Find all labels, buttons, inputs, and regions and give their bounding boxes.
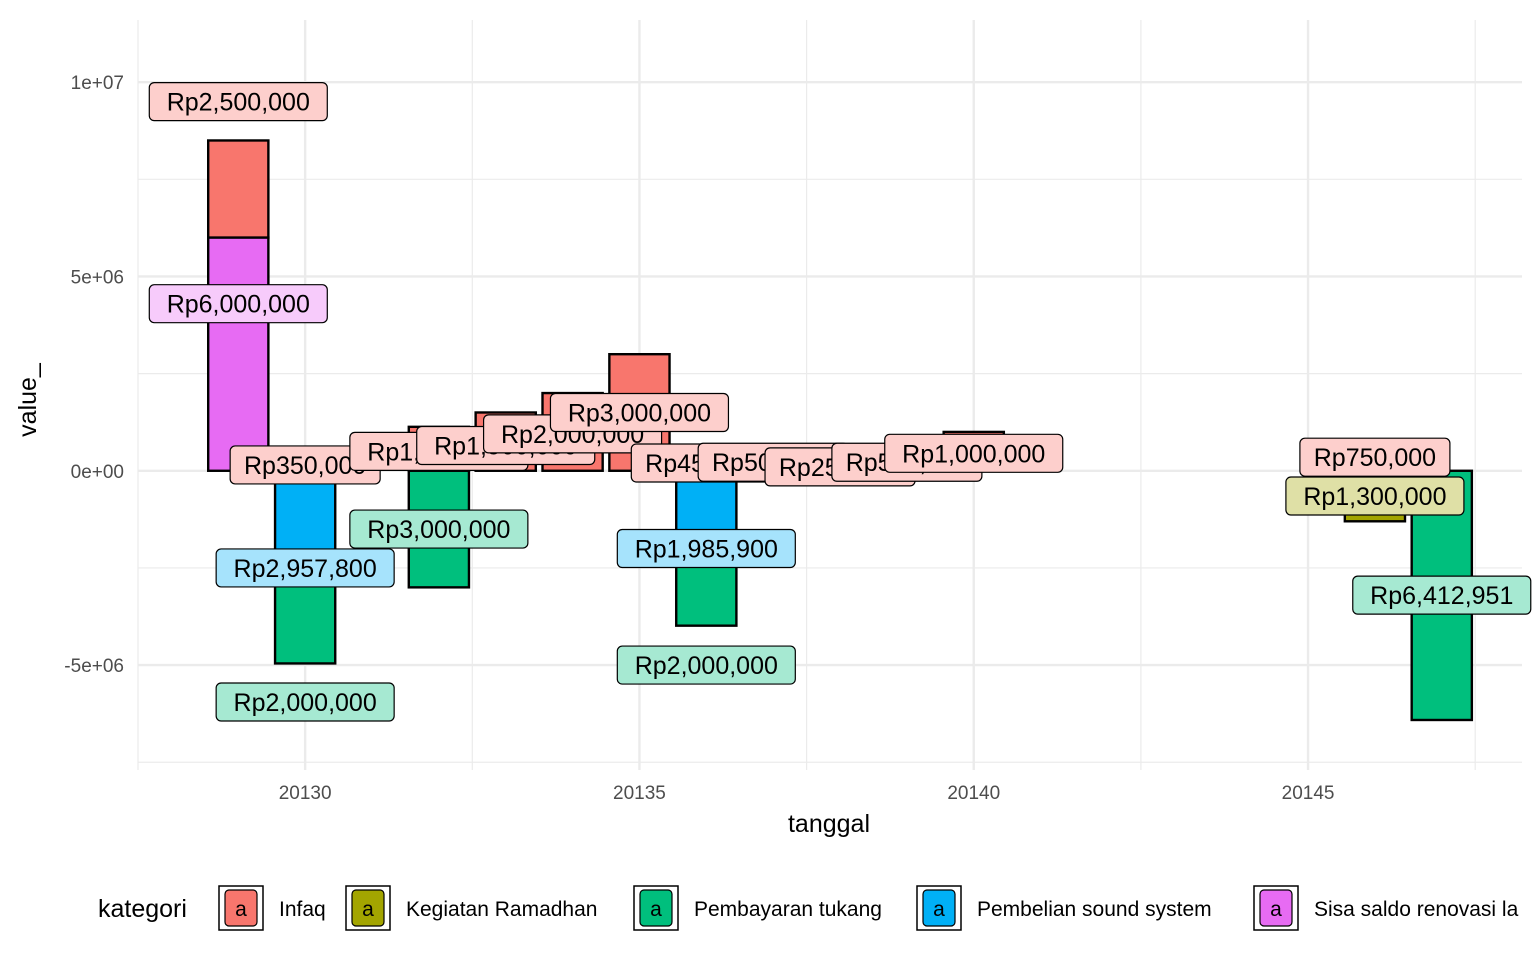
legend-item: a Pembayaran tukang bbox=[633, 885, 882, 931]
bar-label-text: Rp2,000,000 bbox=[635, 652, 778, 680]
bar-label: Rp6,412,951 bbox=[1352, 575, 1532, 615]
bar-label: Rp350,000 bbox=[229, 445, 381, 485]
legend-key-frame bbox=[916, 885, 962, 931]
y-tick-label: 5e+06 bbox=[71, 267, 124, 288]
x-tick-label: 20135 bbox=[613, 783, 666, 804]
bar-label: Rp3,000,000 bbox=[349, 509, 529, 549]
bar-labels: Rp2,500,000 Rp6,000,000 Rp350,000 Rp2,957,8… bbox=[148, 82, 1532, 722]
legend-item-label: Sisa saldo renovasi la bbox=[1314, 898, 1519, 921]
bar-label-box bbox=[884, 433, 1064, 473]
grid-lines bbox=[137, 20, 1522, 770]
y-axis-ticks: 1e+07 5e+06 0e+00 -5e+06 bbox=[64, 73, 124, 677]
bar-label-text: Rp350,000 bbox=[244, 452, 366, 480]
legend-item: a Sisa saldo renovasi la bbox=[1253, 885, 1519, 931]
bar-label-text: Rp6,000,000 bbox=[167, 291, 310, 319]
bar-label-text: Rp2,957,800 bbox=[234, 555, 377, 583]
legend-item: a Pembelian sound system bbox=[916, 885, 1212, 931]
bar-label-box bbox=[1299, 437, 1451, 477]
legend-key-frame bbox=[345, 885, 391, 931]
legend: kategori a Infaq a Kegiatan Ramadhan a Pembay… bbox=[98, 885, 1519, 931]
bar-label-text: Rp1,000,000 bbox=[902, 440, 1045, 468]
bar-label: Rp6,000,000 bbox=[148, 284, 328, 324]
legend-key-glyph: a bbox=[650, 898, 662, 921]
bar-label-text: Rp6,412,951 bbox=[1370, 582, 1513, 610]
legend-item-label: Infaq bbox=[279, 898, 326, 921]
bar-label: Rp750,000 bbox=[1299, 437, 1451, 477]
legend-item: a Kegiatan Ramadhan bbox=[345, 885, 597, 931]
bar-label-text: Rp2,500,000 bbox=[167, 89, 310, 117]
x-tick-label: 20130 bbox=[279, 783, 332, 804]
legend-title: kategori bbox=[98, 895, 187, 923]
bar bbox=[207, 236, 270, 472]
bar-label: Rp1,300,000 bbox=[1285, 476, 1465, 516]
x-tick-label: 20145 bbox=[1282, 783, 1335, 804]
bar bbox=[273, 584, 337, 665]
bar-label-text: Rp2,000,000 bbox=[234, 689, 377, 717]
bar-label-box bbox=[148, 284, 328, 324]
bar-label-box bbox=[1352, 575, 1532, 615]
bar-label: Rp2,000,000 bbox=[616, 645, 796, 685]
bar-label: Rp3,000,000 bbox=[549, 392, 730, 433]
bar-label-box bbox=[148, 82, 328, 122]
bar-label-text: Rp750,000 bbox=[1314, 444, 1436, 472]
legend-key-frame bbox=[1253, 885, 1299, 931]
legend-item-label: Pembelian sound system bbox=[977, 898, 1212, 921]
bar-label-box bbox=[1285, 476, 1465, 516]
bar-label-box bbox=[616, 528, 796, 569]
legend-key-glyph: a bbox=[362, 898, 374, 921]
y-tick-label: 1e+07 bbox=[71, 73, 124, 94]
bar-label: Rp2,000,000 bbox=[215, 682, 395, 722]
legend-item: a Infaq bbox=[218, 885, 326, 931]
legend-key-swatch bbox=[1259, 889, 1293, 927]
legend-key-swatch bbox=[639, 889, 673, 927]
bar-label-box bbox=[215, 682, 395, 722]
bars bbox=[207, 139, 1474, 722]
bar-label-text: Rp3,000,000 bbox=[568, 399, 711, 427]
legend-key-glyph: a bbox=[1270, 898, 1282, 921]
bar-label: Rp1,985,900 bbox=[616, 528, 796, 569]
bar-label-box bbox=[215, 548, 395, 588]
legend-key-glyph: a bbox=[235, 898, 247, 921]
bar-label-box bbox=[616, 645, 796, 685]
bar-label: Rp1,000,000 bbox=[884, 433, 1064, 473]
bar-label-text: Rp1,300,000 bbox=[1303, 483, 1446, 511]
bar bbox=[207, 139, 270, 239]
legend-key-frame bbox=[633, 885, 679, 931]
y-tick-label: -5e+06 bbox=[64, 656, 124, 677]
bar-label-box bbox=[549, 392, 730, 433]
legend-key-swatch bbox=[224, 889, 258, 927]
bar-label-text: Rp3,000,000 bbox=[367, 516, 510, 544]
y-axis-title: value_ bbox=[14, 362, 42, 437]
legend-key-swatch bbox=[922, 889, 956, 927]
x-tick-label: 20140 bbox=[947, 783, 1000, 804]
bar-label-text: Rp1,985,900 bbox=[635, 535, 778, 563]
legend-key-swatch bbox=[351, 889, 385, 927]
bar-label: Rp2,500,000 bbox=[148, 82, 328, 122]
x-axis-ticks: 20130 20135 20140 20145 bbox=[279, 783, 1335, 804]
legend-key-glyph: a bbox=[933, 898, 945, 921]
bar-label-box bbox=[349, 509, 529, 549]
legend-key-frame bbox=[218, 885, 264, 931]
y-tick-label: 0e+00 bbox=[71, 462, 124, 483]
legend-item-label: Kegiatan Ramadhan bbox=[406, 898, 597, 921]
bar-label: Rp2,957,800 bbox=[215, 548, 395, 588]
x-axis-title: tanggal bbox=[788, 810, 870, 838]
legend-item-label: Pembayaran tukang bbox=[694, 898, 882, 921]
